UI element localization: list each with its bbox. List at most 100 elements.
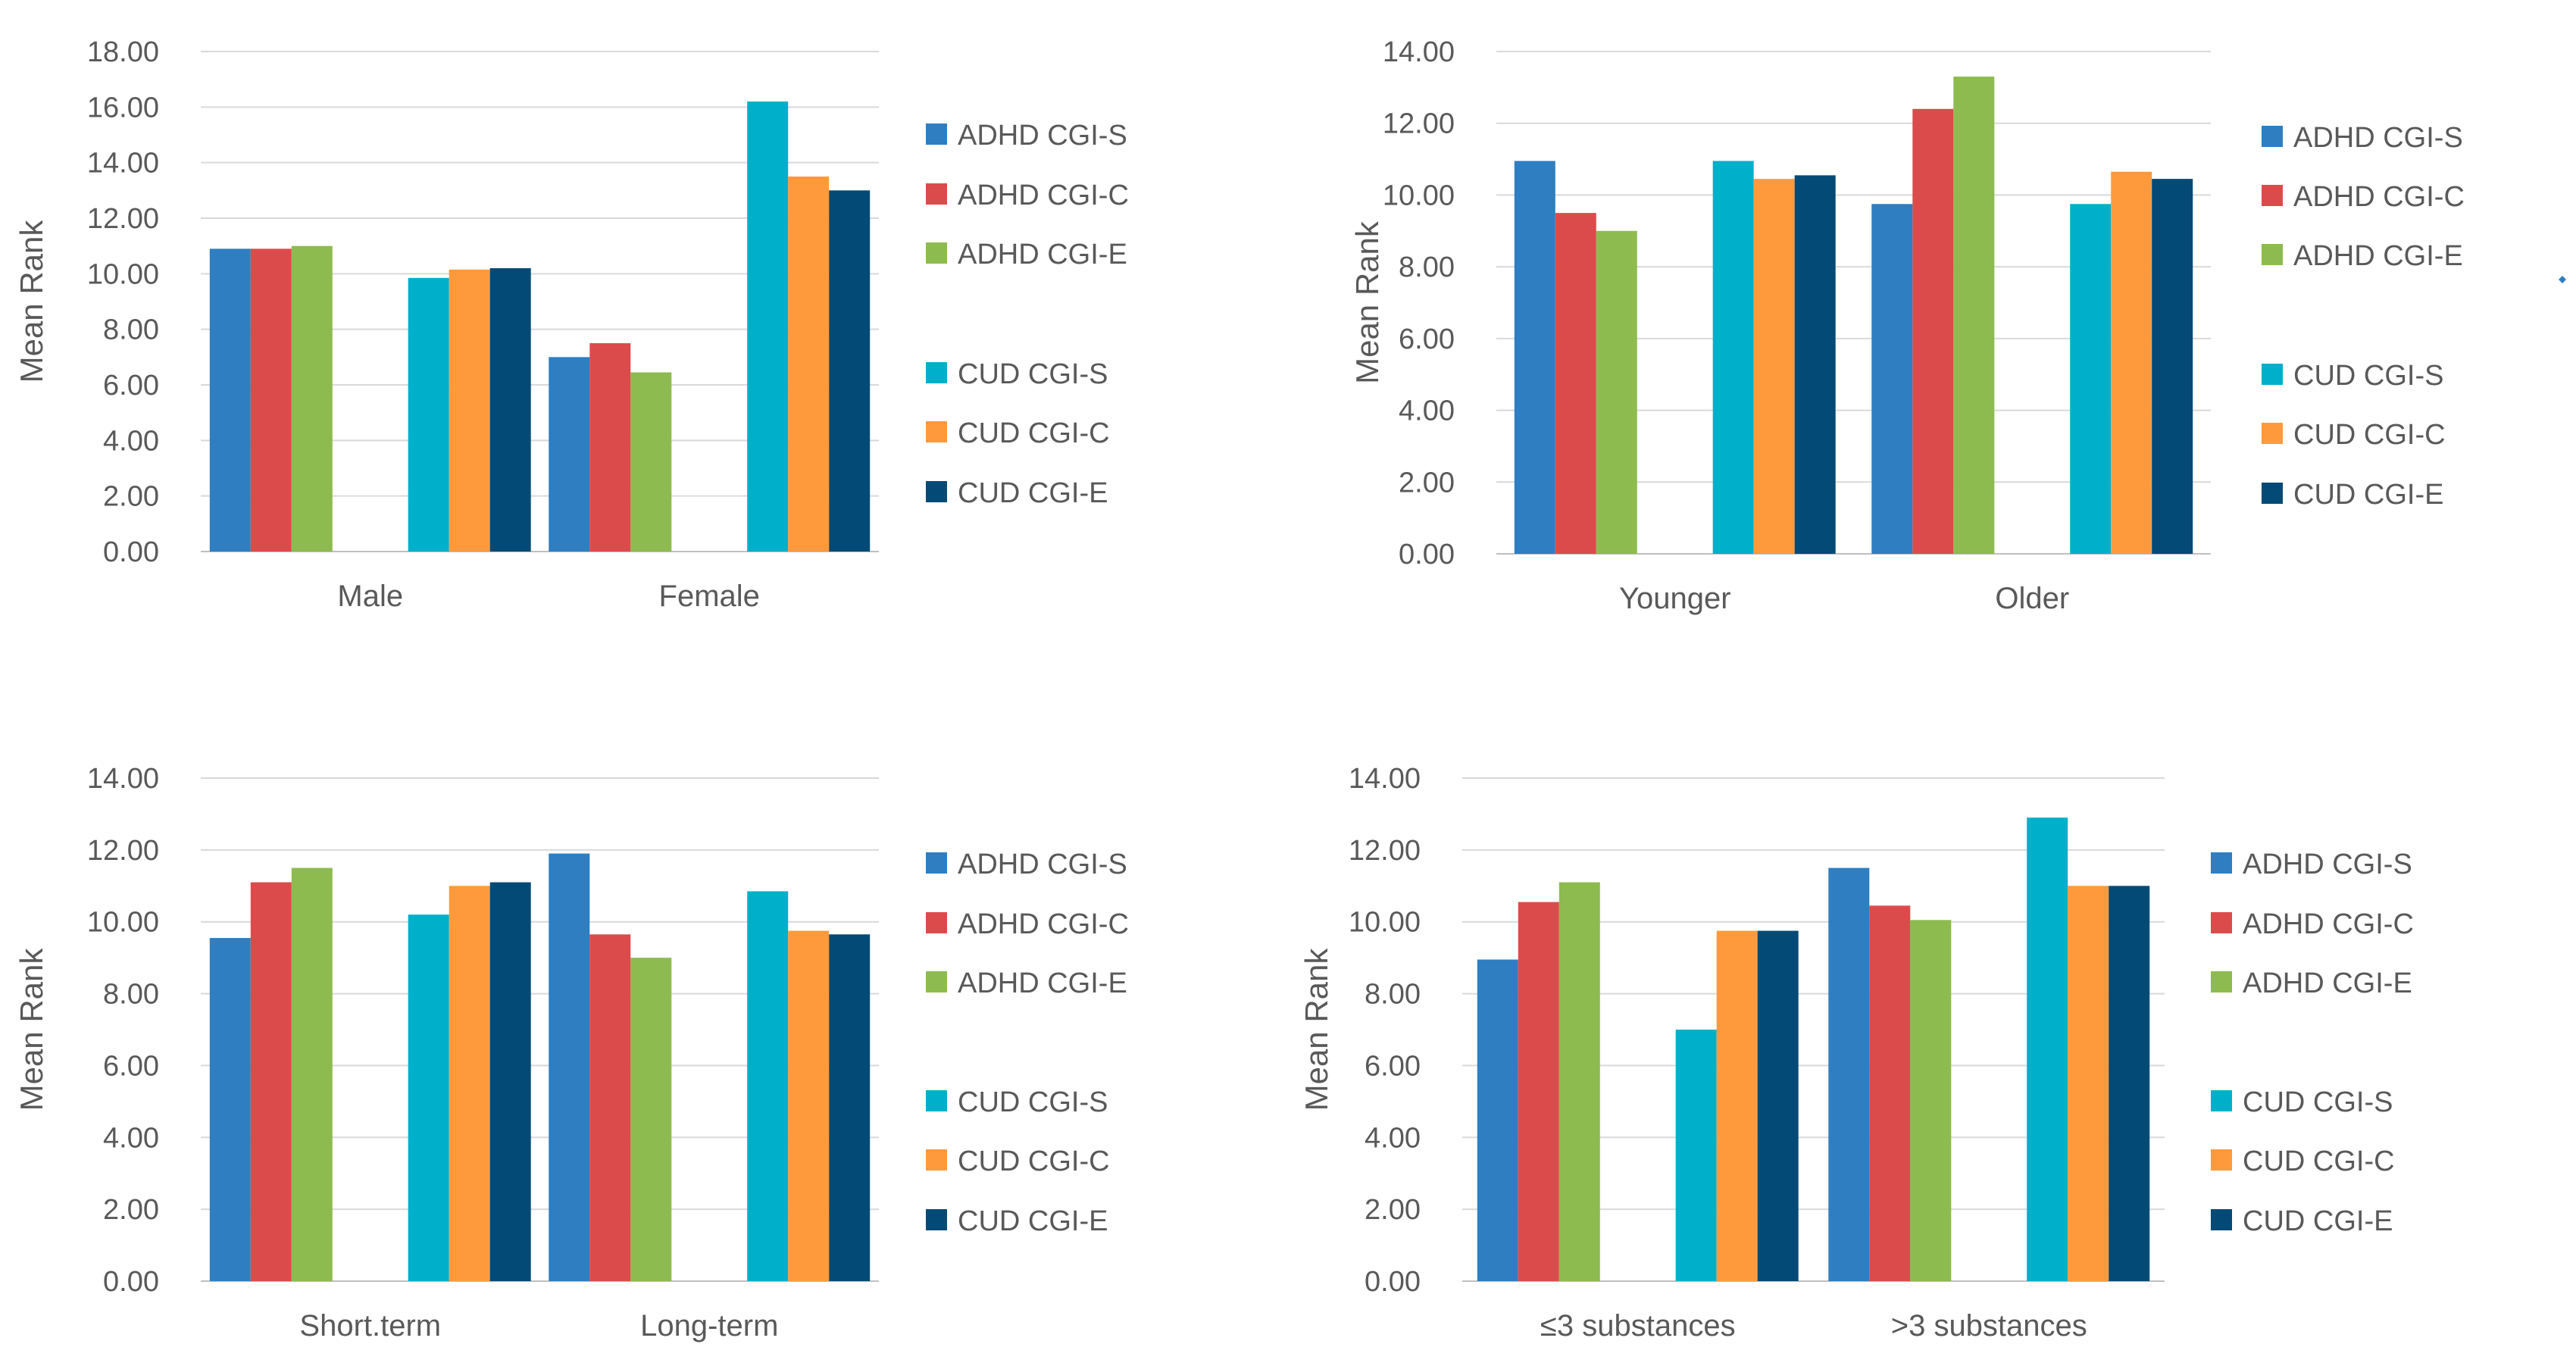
bar-cud-cgi-e-male bbox=[489, 268, 531, 552]
bar-cud-cgi-c-younger bbox=[1753, 179, 1795, 554]
y-tick-label: 10.00 bbox=[87, 907, 159, 939]
y-tick-label: 2.00 bbox=[1365, 1194, 1421, 1226]
y-tick-label: 18.00 bbox=[87, 36, 159, 68]
chart-panel-3: 0.00 2.00 4.00 6.00 8.00 10.00 12.00 14.00 Mean … bbox=[14, 763, 1129, 1343]
legend-label: CUD CGI-E bbox=[958, 477, 1108, 509]
legend-label: CUD CGI-C bbox=[958, 1146, 1110, 1177]
legend-swatch bbox=[2211, 1090, 2232, 1111]
legend-label: ADHD CGI-C bbox=[2243, 908, 2414, 940]
bar-cud-cgi-c-female bbox=[788, 177, 830, 552]
legend-swatch bbox=[926, 481, 947, 502]
legend: ADHD CGI-S ADHD CGI-C ADHD CGI-E CUD CGI-S C… bbox=[926, 120, 1129, 509]
y-tick-label: 0.00 bbox=[1365, 1266, 1421, 1298]
legend-label: ADHD CGI-C bbox=[2293, 181, 2465, 213]
bar-adhd-cgi-e-male bbox=[291, 245, 333, 552]
y-tick-label: 2.00 bbox=[103, 481, 159, 513]
bar-adhd-cgi-c-short-term bbox=[250, 882, 292, 1281]
y-tick-label: 2.00 bbox=[1399, 467, 1455, 499]
bar-adhd-cgi-e-long-term bbox=[630, 958, 672, 1281]
y-tick-label: 0.00 bbox=[103, 536, 159, 568]
y-tick-label: 6.00 bbox=[103, 1050, 159, 1082]
y-tick-label: 8.00 bbox=[1399, 252, 1455, 283]
y-tick-label: 0.00 bbox=[1399, 539, 1455, 570]
decorative-marker bbox=[2559, 276, 2566, 283]
y-tick-label: 14.00 bbox=[1349, 763, 1421, 795]
y-tick-label: 16.00 bbox=[87, 92, 159, 123]
legend-label: CUD CGI-C bbox=[958, 417, 1110, 449]
y-tick-label: 12.00 bbox=[87, 835, 159, 867]
legend-swatch bbox=[926, 421, 947, 442]
legend-label: CUD CGI-E bbox=[958, 1205, 1108, 1237]
legend-swatch bbox=[2211, 1209, 2232, 1230]
bar-cud-cgi-c--3-substances bbox=[1716, 930, 1758, 1281]
bar-cud-cgi-c-male bbox=[449, 269, 490, 552]
legend-label: CUD CGI-S bbox=[958, 1086, 1108, 1118]
legend-label: CUD CGI-E bbox=[2243, 1205, 2393, 1237]
y-axis-label: Mean Rank bbox=[14, 948, 49, 1111]
legend-label: CUD CGI-S bbox=[2293, 360, 2443, 392]
y-tick-label: 10.00 bbox=[87, 258, 159, 290]
legend-label: CUD CGI-S bbox=[958, 358, 1108, 390]
y-tick-label: 4.00 bbox=[103, 425, 159, 457]
bar-adhd-cgi-e-female bbox=[630, 372, 672, 552]
x-category-label: Younger bbox=[1619, 582, 1731, 615]
legend-swatch bbox=[2211, 912, 2232, 933]
legend-label: ADHD CGI-E bbox=[958, 239, 1127, 270]
legend-label: ADHD CGI-C bbox=[958, 908, 1129, 940]
legend-swatch bbox=[2211, 1149, 2232, 1171]
bar-adhd-cgi-e-short-term bbox=[291, 867, 333, 1281]
bar-adhd-cgi-e--3-substances bbox=[1558, 882, 1600, 1281]
bar-adhd-cgi-c-male bbox=[250, 249, 292, 552]
bar-cud-cgi-e--3-substances bbox=[1757, 930, 1799, 1281]
legend-swatch bbox=[926, 123, 947, 145]
legend-label: CUD CGI-C bbox=[2243, 1146, 2395, 1177]
bar-cud-cgi-e-older bbox=[2152, 179, 2193, 554]
legend-label: CUD CGI-C bbox=[2293, 419, 2446, 451]
bar-adhd-cgi-s--3-substances bbox=[1477, 959, 1518, 1281]
bar-adhd-cgi-e-older bbox=[1953, 77, 1995, 554]
legend-swatch bbox=[926, 1149, 947, 1171]
x-category-label: Male bbox=[337, 580, 403, 613]
bar-cud-cgi-s-male bbox=[408, 277, 449, 552]
y-tick-label: 6.00 bbox=[103, 370, 159, 402]
legend-swatch bbox=[926, 362, 947, 383]
bar-cud-cgi-e-short-term bbox=[489, 882, 531, 1281]
bar-cud-cgi-s-younger bbox=[1712, 161, 1754, 555]
bar-cud-cgi-s-short-term bbox=[408, 914, 449, 1281]
bar-cud-cgi-s-long-term bbox=[747, 891, 789, 1281]
y-tick-label: 4.00 bbox=[1365, 1122, 1421, 1154]
y-tick-label: 10.00 bbox=[1383, 180, 1455, 211]
legend: ADHD CGI-S ADHD CGI-C ADHD CGI-E CUD CGI-S C… bbox=[2211, 849, 2414, 1237]
bar-cud-cgi-e--3-substances bbox=[2109, 886, 2150, 1281]
legend-label: ADHD CGI-S bbox=[958, 849, 1127, 880]
chart-panel-2: 0.00 2.00 4.00 6.00 8.00 10.00 12.00 14.00 Mean … bbox=[1349, 36, 2465, 615]
y-tick-label: 12.00 bbox=[1349, 835, 1421, 867]
bar-adhd-cgi-s-short-term bbox=[209, 938, 251, 1281]
legend-swatch bbox=[2211, 971, 2232, 992]
legend-swatch bbox=[2262, 185, 2283, 206]
bar-adhd-cgi-c-female bbox=[589, 343, 631, 552]
bar-adhd-cgi-s-older bbox=[1871, 204, 1913, 554]
x-category-label: ≤3 substances bbox=[1540, 1309, 1736, 1343]
legend-label: ADHD CGI-E bbox=[2293, 240, 2463, 272]
y-tick-label: 14.00 bbox=[1383, 36, 1455, 68]
y-tick-label: 12.00 bbox=[87, 203, 159, 235]
bar-adhd-cgi-c--3-substances bbox=[1518, 902, 1559, 1281]
bar-adhd-cgi-s-long-term bbox=[549, 853, 590, 1281]
bar-cud-cgi-c-short-term bbox=[449, 886, 490, 1281]
bar-adhd-cgi-c--3-substances bbox=[1869, 905, 1911, 1281]
bar-adhd-cgi-e--3-substances bbox=[1910, 920, 1952, 1281]
x-category-label: Short.term bbox=[299, 1309, 441, 1343]
bar-cud-cgi-s-female bbox=[747, 102, 789, 552]
bar-cud-cgi-e-female bbox=[829, 190, 871, 552]
y-axis-label: Mean Rank bbox=[14, 220, 49, 383]
y-tick-label: 10.00 bbox=[1349, 907, 1421, 939]
y-tick-label: 2.00 bbox=[103, 1194, 159, 1226]
y-tick-label: 6.00 bbox=[1399, 324, 1455, 355]
y-tick-label: 8.00 bbox=[1365, 979, 1421, 1011]
legend-label: ADHD CGI-S bbox=[2293, 122, 2463, 154]
x-category-label: >3 substances bbox=[1891, 1309, 2087, 1343]
legend-label: ADHD CGI-E bbox=[2243, 967, 2412, 999]
y-tick-label: 4.00 bbox=[1399, 395, 1455, 427]
legend-swatch bbox=[2262, 126, 2283, 147]
